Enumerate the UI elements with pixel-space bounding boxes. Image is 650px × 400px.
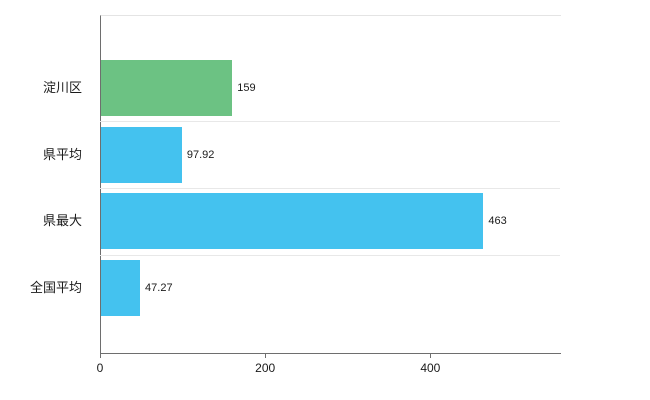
x-axis-tick-mark-1 [265, 353, 267, 358]
category-gridline [100, 254, 560, 256]
bar-0[interactable] [101, 60, 233, 116]
bar-value-label-3: 47.27 [145, 282, 173, 295]
bar-value-label-2: 463 [488, 215, 507, 228]
bar-value-label-1: 97.92 [186, 148, 215, 161]
bar-2[interactable] [101, 193, 484, 250]
y-axis-category-label-0: 淀川区 [42, 80, 82, 95]
bar-value-label-0: 159 [237, 82, 256, 94]
bar-1[interactable] [101, 126, 182, 183]
x-axis-tick-label-0: 0 [96, 361, 104, 375]
x-axis-tick-label-1: 200 [255, 361, 276, 375]
x-axis-tick-mark-2 [430, 353, 432, 358]
y-axis-category-label-1: 県平均 [42, 146, 82, 162]
y-axis-category-label-3: 全国平均 [29, 280, 82, 296]
x-axis-tick-mark-0 [100, 353, 101, 358]
y-axis-category-label-2: 県最大 [42, 213, 82, 229]
category-gridline [100, 188, 560, 190]
category-gridline [100, 121, 560, 123]
x-axis-tick-label-2: 400 [420, 361, 441, 375]
bar-3[interactable] [101, 260, 141, 317]
plot-area [100, 15, 561, 354]
